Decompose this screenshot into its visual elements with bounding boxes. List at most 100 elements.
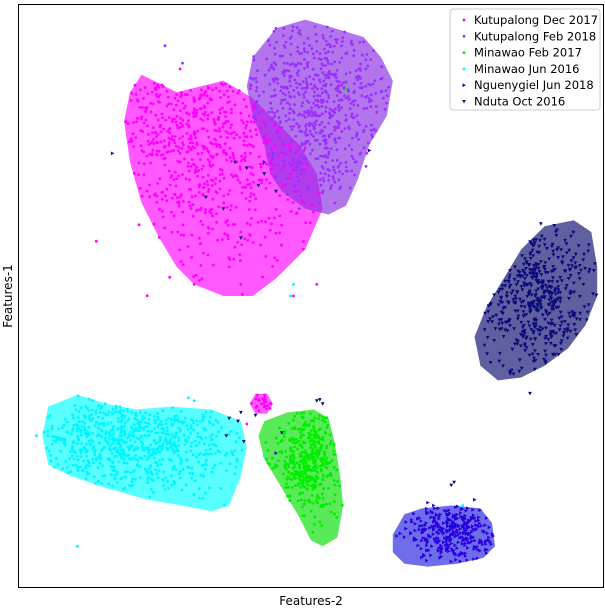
data-point xyxy=(471,535,475,539)
data-point xyxy=(321,191,324,195)
data-point xyxy=(42,430,46,434)
data-point xyxy=(76,394,80,398)
data-point xyxy=(204,411,208,414)
data-point xyxy=(150,429,154,433)
data-point xyxy=(192,399,196,403)
data-point xyxy=(343,127,347,130)
data-point xyxy=(167,102,171,106)
data-point xyxy=(529,328,534,332)
data-point xyxy=(328,433,332,437)
data-point xyxy=(556,291,561,295)
data-point xyxy=(161,215,165,219)
data-point xyxy=(110,452,114,455)
data-point xyxy=(139,410,142,414)
data-point xyxy=(110,151,115,156)
data-point xyxy=(82,414,86,417)
data-point xyxy=(302,465,306,468)
data-point xyxy=(285,482,288,486)
data-point xyxy=(119,477,123,481)
data-point xyxy=(319,449,322,452)
data-point xyxy=(226,192,230,196)
data-point xyxy=(207,188,211,191)
data-point xyxy=(87,425,91,429)
data-point xyxy=(343,147,347,151)
data-point xyxy=(278,136,281,140)
data-point xyxy=(151,131,154,135)
data-point xyxy=(513,294,518,299)
data-point xyxy=(341,36,345,40)
data-point xyxy=(354,75,358,79)
data-point xyxy=(317,417,320,421)
data-point xyxy=(516,269,520,274)
data-point xyxy=(437,528,442,532)
data-point xyxy=(206,101,210,105)
data-point xyxy=(550,300,555,304)
data-point xyxy=(344,119,347,122)
data-point xyxy=(108,431,111,435)
data-point xyxy=(140,115,144,119)
data-point xyxy=(316,495,320,498)
data-point xyxy=(435,522,439,526)
data-point xyxy=(499,310,504,314)
data-point xyxy=(162,470,166,474)
data-point xyxy=(191,214,195,218)
data-point xyxy=(72,423,76,427)
data-point xyxy=(109,429,113,432)
data-point xyxy=(551,253,556,257)
data-point xyxy=(147,132,150,136)
data-point xyxy=(268,181,272,185)
data-point xyxy=(269,101,272,105)
data-point xyxy=(281,107,285,110)
data-point xyxy=(555,297,560,302)
data-point xyxy=(329,510,333,514)
data-point xyxy=(312,77,315,81)
data-point xyxy=(145,425,149,428)
data-point xyxy=(211,179,215,183)
data-point xyxy=(201,251,205,255)
data-point xyxy=(272,94,276,98)
data-point xyxy=(167,141,171,145)
data-point xyxy=(214,138,218,142)
data-point xyxy=(296,73,300,77)
data-point xyxy=(303,58,306,61)
data-point xyxy=(209,141,213,145)
data-point xyxy=(265,57,268,61)
data-point xyxy=(337,105,340,109)
data-point xyxy=(252,180,255,184)
data-point xyxy=(258,162,262,166)
data-point xyxy=(277,154,280,158)
data-point xyxy=(188,204,192,208)
data-point xyxy=(149,161,153,165)
data-point xyxy=(202,442,206,446)
cluster-hull xyxy=(474,220,598,381)
data-point xyxy=(63,441,67,445)
data-point xyxy=(344,72,348,76)
data-point xyxy=(167,441,171,445)
data-point xyxy=(131,132,135,136)
data-point xyxy=(176,449,180,453)
data-point xyxy=(501,335,506,339)
data-point xyxy=(199,219,203,223)
data-point xyxy=(224,130,228,133)
data-point xyxy=(552,323,557,328)
data-point xyxy=(346,169,350,173)
data-point xyxy=(416,543,420,548)
data-point xyxy=(303,499,307,502)
data-point xyxy=(187,396,190,400)
data-point xyxy=(525,283,530,287)
data-point xyxy=(524,267,528,271)
data-point xyxy=(138,106,142,109)
data-point xyxy=(273,114,277,118)
data-point xyxy=(117,460,120,464)
data-point xyxy=(249,151,252,155)
data-point xyxy=(266,449,270,452)
data-point xyxy=(338,170,341,174)
data-point xyxy=(463,520,467,525)
data-point xyxy=(252,193,256,197)
data-point xyxy=(218,127,221,130)
data-point xyxy=(257,111,261,114)
data-point xyxy=(340,503,344,507)
data-point xyxy=(292,450,295,454)
data-point xyxy=(442,521,446,525)
data-point xyxy=(204,448,208,452)
